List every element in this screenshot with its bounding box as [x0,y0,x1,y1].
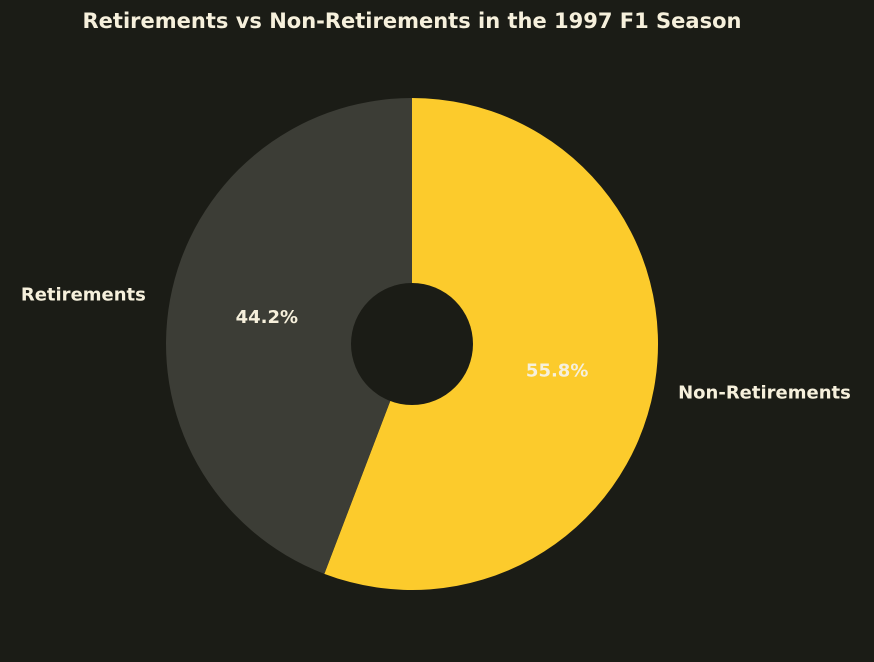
slice-label-non-retirements: Non-Retirements [678,383,851,404]
slice-percent-retirements: 44.2% [236,307,298,328]
pie-slice-non-retirements [324,98,659,590]
slices-layer [166,98,659,590]
pie-slice-retirements [166,98,412,574]
slice-label-retirements: Retirements [21,284,146,305]
slice-percent-non-retirements: 55.8% [526,360,588,381]
donut-hole [351,283,473,405]
chart-title: Retirements vs Non-Retirements in the 19… [83,9,742,33]
labels-layer: Non-Retirements 55.8% Retirements 44.2% [21,284,851,403]
